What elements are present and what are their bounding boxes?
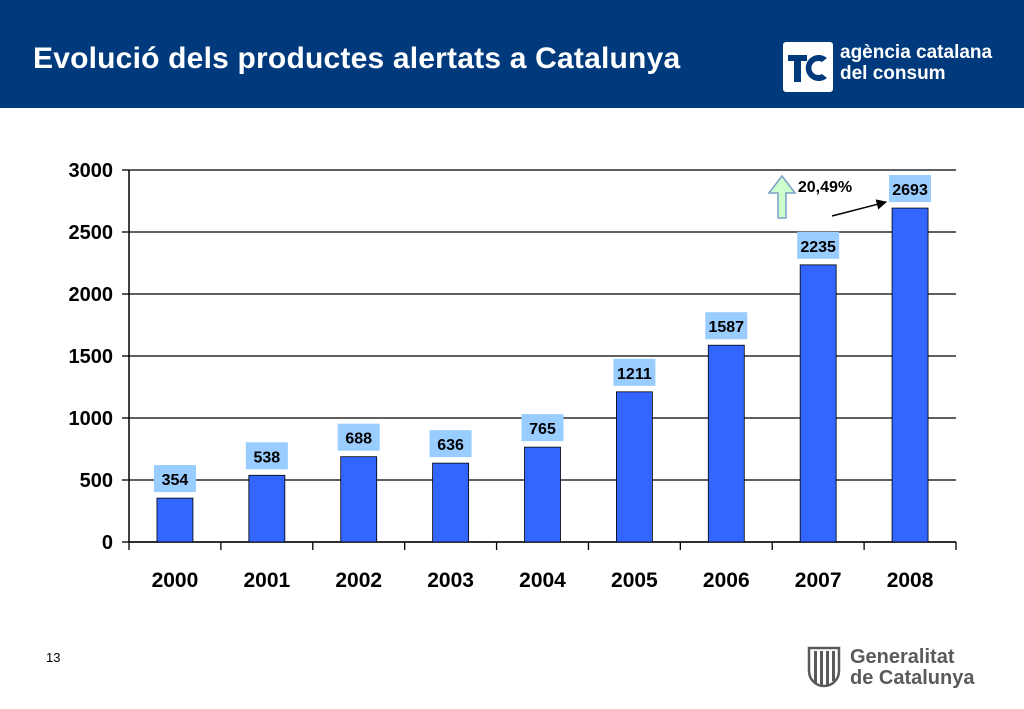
y-tick-label: 2500 — [69, 222, 114, 244]
x-tick-label: 2007 — [795, 569, 842, 592]
bar — [891, 207, 929, 543]
y-tick-label: 500 — [80, 470, 113, 492]
y-tick-label: 3000 — [69, 160, 114, 182]
agency-name-line1: agència catalana — [840, 42, 993, 63]
data-label: 636 — [437, 437, 464, 454]
y-tick-label: 1500 — [69, 346, 114, 368]
agency-logo: agència catalana del consum — [772, 34, 1002, 94]
data-label-box — [337, 423, 380, 451]
bar — [432, 462, 470, 543]
data-label-box — [153, 465, 196, 493]
data-label-box — [797, 231, 840, 259]
data-label-box — [429, 430, 472, 458]
data-label-box — [613, 358, 656, 386]
x-tick-label: 2003 — [427, 569, 474, 592]
x-tick-label: 2008 — [887, 569, 934, 592]
data-label: 688 — [345, 431, 372, 448]
y-tick-label: 1000 — [69, 408, 114, 430]
bar — [615, 391, 653, 543]
bar — [707, 344, 745, 543]
growth-pointer-arrow — [831, 199, 888, 217]
agency-name-line2: del consum — [840, 63, 946, 84]
bar — [156, 497, 194, 543]
data-label-box — [889, 175, 932, 203]
page-number: 13 — [46, 650, 61, 665]
generalitat-name-line1: Generalitat — [850, 646, 955, 668]
x-tick-label: 2005 — [611, 569, 658, 592]
data-label: 2235 — [800, 239, 836, 256]
bar — [524, 446, 561, 543]
tc-logo-icon — [783, 42, 833, 92]
bar — [340, 456, 378, 543]
bar — [248, 474, 286, 543]
data-label: 354 — [162, 472, 189, 489]
x-tick-label: 2001 — [243, 569, 290, 592]
x-tick-label: 2004 — [519, 569, 566, 592]
generalitat-name: Generalitat de Catalunya — [850, 647, 974, 689]
x-tick-label: 2002 — [335, 569, 382, 592]
data-label-box — [245, 442, 288, 470]
growth-annotation: 20,49% — [798, 179, 852, 196]
data-label-box — [521, 414, 564, 442]
data-label-box — [705, 312, 748, 340]
data-label: 2693 — [892, 182, 928, 199]
x-tick-label: 2006 — [703, 569, 750, 592]
data-label: 1587 — [708, 319, 744, 336]
agency-name: agència catalana del consum — [840, 42, 992, 84]
slide-title: Evolució dels productes alertats a Catal… — [33, 42, 681, 75]
y-tick-label: 2000 — [69, 284, 114, 306]
bar — [799, 264, 837, 543]
data-label: 765 — [529, 421, 556, 438]
y-tick-label: 0 — [102, 532, 113, 554]
generalitat-name-line2: de Catalunya — [850, 667, 975, 689]
header-bar: Evolució dels productes alertats a Catal… — [0, 0, 1024, 108]
x-tick-label: 2000 — [152, 569, 199, 592]
generalitat-logo: Generalitat de Catalunya — [806, 645, 996, 693]
growth-up-arrow-icon — [767, 174, 797, 219]
generalitat-emblem-icon — [807, 646, 841, 688]
data-label: 1211 — [617, 366, 652, 383]
data-label: 538 — [253, 449, 280, 466]
